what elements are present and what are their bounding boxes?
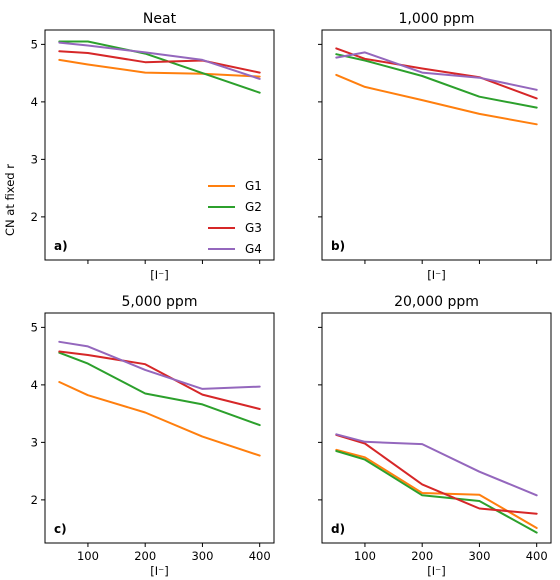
plot-frame-d	[321, 312, 552, 544]
panel-a: 2 3 4 5 Neat [I⁻] a) G1 G2 G3 G4	[31, 11, 275, 282]
legend-label-g1: G1	[245, 179, 262, 193]
panel-d: 100 200 300 400 20,000 ppm [I⁻] d)	[318, 294, 552, 578]
series-line-a-g3	[58, 50, 261, 74]
plot-frame-b	[321, 29, 552, 261]
legend-label-g3: G3	[245, 221, 262, 235]
y-tick-label-c-4: 4	[31, 378, 38, 392]
series-line-d-g2	[335, 450, 538, 534]
legend-label-g2: G2	[245, 200, 262, 214]
series-line-d-g1	[335, 448, 538, 529]
y-tick-label-a-5: 5	[31, 37, 38, 51]
x-tick-label-d-200: 200	[411, 549, 433, 563]
series-line-a-g4	[58, 41, 261, 80]
y-tick-label-a-4: 4	[31, 95, 38, 109]
y-tick-label-a-2: 2	[31, 210, 38, 224]
y-tick-label-c-2: 2	[31, 493, 38, 507]
series-line-c-g4	[58, 340, 261, 390]
x-tick-label-d-400: 400	[526, 549, 548, 563]
series-line-b-g1	[335, 73, 538, 126]
panel-letter-a: a)	[54, 239, 68, 253]
x-axis-label-a: [I⁻]	[150, 268, 168, 282]
x-axis-label-c: [I⁻]	[150, 564, 168, 578]
series-line-c-g3	[58, 350, 261, 410]
series-line-b-g2	[335, 53, 538, 109]
x-axis-label-b: [I⁻]	[427, 268, 445, 282]
panel-c: 2 3 4 5 100 200 300 400 5,000 ppm [I⁻] c)	[31, 294, 275, 578]
x-tick-label-c-400: 400	[249, 549, 271, 563]
series-line-a-g2	[58, 40, 261, 94]
plot-frame-c	[44, 312, 275, 544]
series-line-c-g2	[58, 351, 261, 427]
panel-title-b: 1,000 ppm	[399, 11, 475, 27]
y-tick-label-c-3: 3	[31, 435, 38, 449]
panel-title-a: Neat	[143, 11, 177, 27]
x-tick-label-c-100: 100	[77, 549, 99, 563]
panels: 2 3 4 5 Neat [I⁻] a) G1 G2 G3 G4 1,000 ppm [I⁻] b) 2 3 4…	[31, 11, 552, 578]
panel-letter-c: c)	[54, 522, 67, 536]
series-line-b-g3	[335, 47, 538, 100]
panel-title-c: 5,000 ppm	[122, 294, 198, 310]
x-tick-label-d-100: 100	[354, 549, 376, 563]
y-tick-label-a-3: 3	[31, 152, 38, 166]
series-line-d-g4	[335, 433, 538, 497]
series-line-c-g1	[58, 381, 261, 457]
series-line-d-g3	[335, 433, 538, 515]
legend-label-g4: G4	[245, 242, 262, 256]
series-line-a-g1	[58, 58, 261, 78]
panel-letter-d: d)	[331, 522, 345, 536]
panel-title-d: 20,000 ppm	[394, 294, 479, 310]
panel-letter-b: b)	[331, 239, 345, 253]
x-tick-label-d-300: 300	[468, 549, 490, 563]
series-line-b-g4	[335, 51, 538, 91]
y-axis-label: CN at fixed r	[3, 164, 17, 236]
panel-b: 1,000 ppm [I⁻] b)	[318, 11, 552, 282]
x-tick-label-c-300: 300	[191, 549, 213, 563]
x-tick-label-c-200: 200	[134, 549, 156, 563]
plot-frame-a	[44, 29, 275, 261]
x-axis-label-d: [I⁻]	[427, 564, 445, 578]
y-tick-label-c-5: 5	[31, 320, 38, 334]
legend: G1 G2 G3 G4	[208, 179, 262, 256]
